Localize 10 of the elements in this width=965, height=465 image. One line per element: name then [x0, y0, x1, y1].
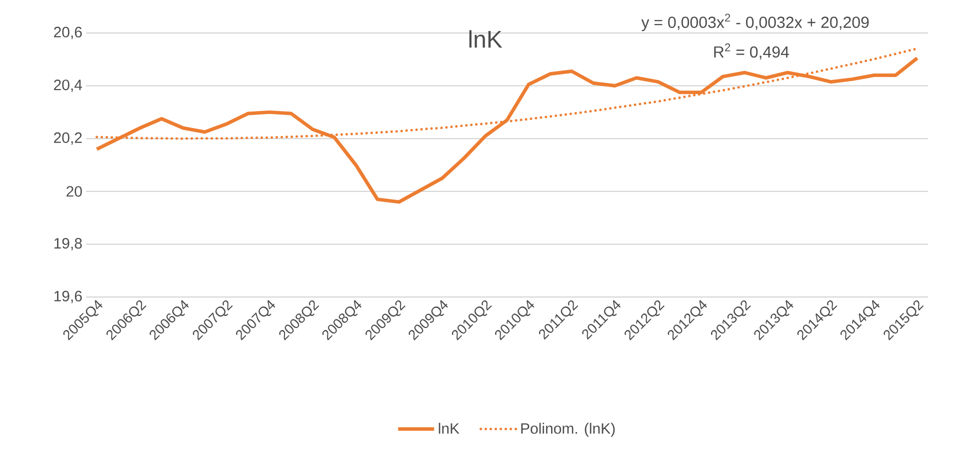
text: y = 0,0003x$^{2}$ - 0,0032x + 20,209 [641, 14, 869, 32]
y-tick-label: 20,2 [54, 132, 82, 145]
y-tick-label: 20,6 [54, 26, 82, 40]
y-tick-label: 20 [66, 186, 82, 197]
legend-label: Polinom. (lnK) [521, 422, 615, 437]
y-tick-label: 19,8 [54, 238, 82, 250]
y-tick-label: 20,4 [54, 80, 82, 92]
annotation: R$^{2}$ = 0,494 [714, 43, 789, 60]
legend-label: lnK [438, 422, 460, 434]
chart-title: lnK [469, 30, 502, 48]
